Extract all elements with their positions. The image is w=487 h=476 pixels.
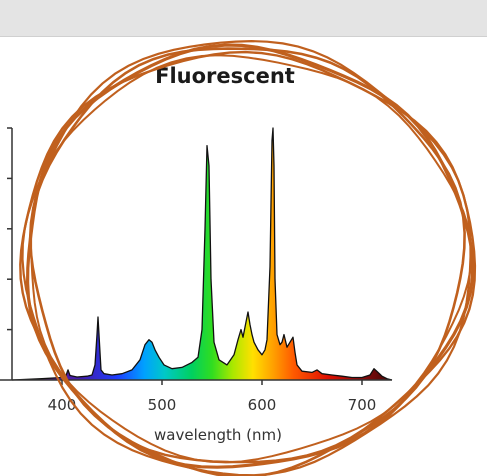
spectrum-series-line <box>11 127 393 381</box>
chart-title: Fluorescent <box>155 64 295 88</box>
circle-stroke <box>30 54 473 464</box>
plot-area <box>11 127 393 381</box>
circle-stroke <box>28 47 466 476</box>
circle-stroke <box>21 39 472 476</box>
x-tick-label: 600 <box>248 396 277 414</box>
hand-drawn-circle-annotation <box>19 39 477 476</box>
spectrum-area-fill <box>12 128 392 380</box>
y-axis-ticks <box>7 127 12 331</box>
x-axis-ticks: 400 500 600 700 <box>48 380 377 414</box>
top-bar-divider <box>0 36 487 37</box>
top-bar <box>0 0 487 36</box>
x-axis-label: wavelength (nm) <box>154 426 282 444</box>
x-tick-label: 500 <box>148 396 177 414</box>
x-tick-label: 400 <box>48 396 77 414</box>
x-tick-label: 700 <box>348 396 377 414</box>
